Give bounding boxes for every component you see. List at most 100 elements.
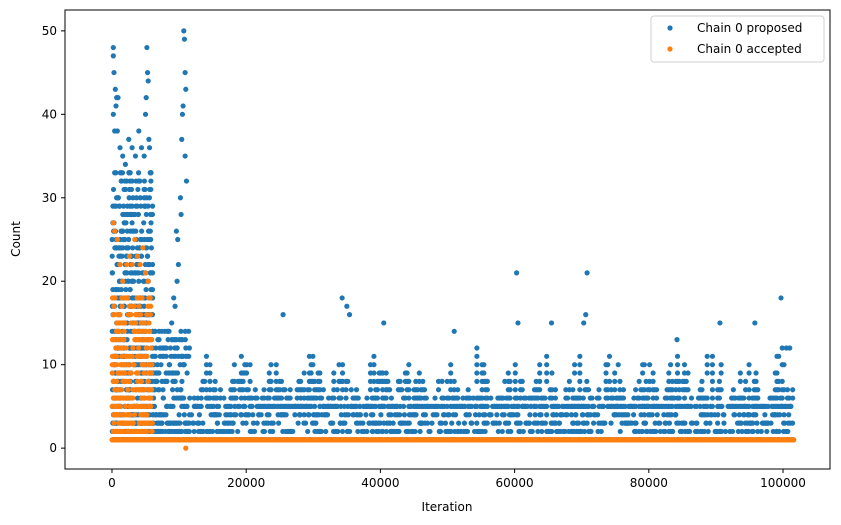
point-series-0 xyxy=(266,395,272,401)
point-series-0 xyxy=(132,153,139,159)
point-series-0 xyxy=(709,370,716,376)
point-series-0 xyxy=(461,420,468,426)
point-series-0 xyxy=(180,103,186,109)
point-series-0 xyxy=(119,170,126,176)
point-series-0 xyxy=(484,387,490,393)
point-series-0 xyxy=(642,420,649,426)
point-series-0 xyxy=(149,261,156,268)
point-series-0 xyxy=(663,420,669,426)
point-series-0 xyxy=(345,412,351,418)
point-series-0 xyxy=(390,420,396,426)
point-series-0 xyxy=(537,362,543,368)
point-series-0 xyxy=(135,211,141,218)
point-series-0 xyxy=(338,395,344,401)
point-series-0 xyxy=(538,412,544,418)
point-series-0 xyxy=(196,412,203,418)
point-series-0 xyxy=(339,370,346,376)
point-series-0 xyxy=(292,412,298,418)
point-series-1 xyxy=(131,303,137,309)
point-series-0 xyxy=(188,412,195,418)
point-series-0 xyxy=(746,387,752,393)
point-series-0 xyxy=(584,270,590,276)
point-series-0 xyxy=(704,370,710,376)
point-series-0 xyxy=(334,387,340,393)
point-series-0 xyxy=(764,428,770,435)
point-series-0 xyxy=(258,412,264,418)
point-series-0 xyxy=(649,412,655,418)
point-series-0 xyxy=(297,412,303,418)
point-series-0 xyxy=(148,178,154,184)
point-series-0 xyxy=(182,153,188,159)
point-series-0 xyxy=(383,428,389,435)
point-series-0 xyxy=(718,362,724,368)
point-series-0 xyxy=(750,428,756,435)
point-series-0 xyxy=(542,395,548,401)
point-series-0 xyxy=(416,370,422,376)
point-series-1 xyxy=(149,337,155,343)
point-series-0 xyxy=(383,395,389,401)
point-series-0 xyxy=(495,428,501,435)
point-series-0 xyxy=(166,328,172,334)
point-series-0 xyxy=(142,111,149,117)
point-series-0 xyxy=(753,370,759,376)
point-series-0 xyxy=(429,420,435,426)
point-series-0 xyxy=(302,420,309,426)
point-series-0 xyxy=(310,362,316,368)
point-series-0 xyxy=(126,136,132,142)
point-series-0 xyxy=(113,170,119,176)
point-series-0 xyxy=(139,228,145,234)
point-series-0 xyxy=(739,428,745,435)
point-series-0 xyxy=(565,395,571,401)
point-series-1 xyxy=(148,403,154,410)
point-series-0 xyxy=(196,420,202,426)
point-series-0 xyxy=(599,403,606,410)
point-series-0 xyxy=(216,403,222,410)
point-series-0 xyxy=(153,345,159,351)
point-series-0 xyxy=(148,245,154,251)
point-series-0 xyxy=(584,378,590,384)
point-series-0 xyxy=(406,378,412,384)
point-series-0 xyxy=(110,44,116,51)
point-series-0 xyxy=(612,387,618,393)
point-series-0 xyxy=(122,186,129,193)
point-series-1 xyxy=(138,378,145,384)
point-series-0 xyxy=(231,362,237,368)
point-series-0 xyxy=(465,387,471,393)
point-series-1 xyxy=(144,428,150,435)
point-series-0 xyxy=(455,395,461,401)
point-series-1 xyxy=(145,378,151,384)
point-series-0 xyxy=(654,387,660,393)
point-series-0 xyxy=(276,420,282,426)
point-series-0 xyxy=(716,378,723,384)
point-series-0 xyxy=(179,111,186,117)
point-series-0 xyxy=(186,345,193,351)
point-series-0 xyxy=(371,353,377,359)
point-series-0 xyxy=(143,211,149,218)
point-series-1 xyxy=(148,395,154,401)
point-series-0 xyxy=(120,203,127,209)
point-series-0 xyxy=(109,253,115,259)
point-series-0 xyxy=(268,378,274,384)
point-series-0 xyxy=(544,378,550,384)
point-series-0 xyxy=(171,295,177,301)
point-series-0 xyxy=(406,387,412,393)
point-series-0 xyxy=(312,403,318,410)
point-series-0 xyxy=(715,420,721,426)
point-series-1 xyxy=(111,420,117,426)
point-series-1 xyxy=(144,312,150,318)
point-series-1 xyxy=(137,312,144,318)
point-series-1 xyxy=(142,403,148,410)
point-series-0 xyxy=(306,387,312,393)
point-series-0 xyxy=(484,403,490,410)
point-series-0 xyxy=(198,395,204,401)
point-series-0 xyxy=(383,370,389,376)
point-series-0 xyxy=(448,362,454,368)
point-series-0 xyxy=(668,412,674,418)
point-series-0 xyxy=(114,128,120,134)
point-series-0 xyxy=(310,353,316,359)
point-series-0 xyxy=(174,345,180,351)
point-series-0 xyxy=(703,420,709,426)
point-series-0 xyxy=(788,403,794,410)
point-series-0 xyxy=(181,362,187,368)
